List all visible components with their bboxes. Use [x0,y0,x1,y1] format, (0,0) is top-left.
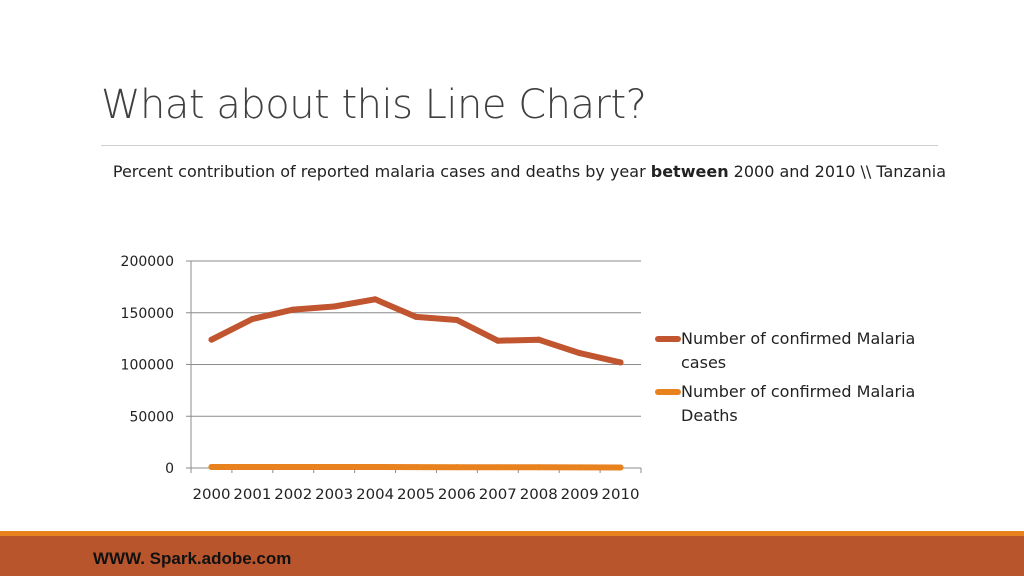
x-tick-label: 2008 [520,487,558,503]
x-tick-label: 2007 [479,487,517,503]
legend-label: Number of confirmed Malaria Deaths [681,382,916,425]
series-line-0 [208,296,624,366]
x-tick-label: 2000 [192,487,230,503]
x-tick-label: 2004 [356,487,394,503]
data-point [372,463,379,470]
chart-title: Percent contribution of reported malaria… [86,160,946,184]
x-tick-label: 2001 [233,487,271,503]
legend-item: Number of confirmed Malaria Deaths [655,380,921,428]
x-tick-label: 2005 [397,487,435,503]
y-tick-label: 100000 [121,358,174,374]
footer-website: WWW. Spark.adobe.com [93,549,292,568]
data-point [535,336,542,343]
data-point [413,464,419,471]
legend-item: Number of confirmed Malaria cases [655,327,921,375]
data-point [208,463,215,470]
data-point [331,463,338,470]
data-point [535,464,542,471]
x-tick-label: 2003 [315,487,353,503]
data-point [208,336,215,343]
x-tick-label: 2010 [602,487,640,503]
data-point [249,315,256,322]
data-point [617,464,624,471]
data-point [249,463,256,470]
chart-legend: Number of confirmed Malaria cases Number … [655,327,921,433]
data-point [290,306,297,313]
data-point [494,337,501,344]
data-point [290,463,297,470]
legend-label: Number of confirmed Malaria cases [681,329,916,372]
data-point [576,350,583,357]
data-point [453,464,460,471]
data-point [617,359,624,366]
x-tick-label: 2009 [561,487,599,503]
chart-title-bold: between [650,162,729,181]
slide-title: What about this Line Chart? [101,82,647,128]
data-point [453,316,460,323]
data-point [576,464,583,471]
data-point [494,464,501,471]
y-tick-label: 150000 [121,306,174,322]
y-tick-label: 0 [165,461,174,477]
y-tick-label: 50000 [129,409,174,425]
chart-title-part1: Percent contribution of reported malaria… [112,162,651,181]
chart-title-part2: 2000 and 2010 \\ Tanzania [728,162,946,181]
data-point [372,296,379,303]
title-divider [101,145,938,146]
legend-swatch [655,336,681,342]
y-tick-label: 200000 [121,254,174,270]
footer-accent-stripe [0,531,1024,536]
data-point [331,303,338,310]
x-tick-label: 2002 [274,487,312,503]
footer-bar [0,536,1024,576]
x-tick-label: 2006 [438,487,476,503]
data-point [413,313,419,320]
legend-swatch [655,389,681,395]
